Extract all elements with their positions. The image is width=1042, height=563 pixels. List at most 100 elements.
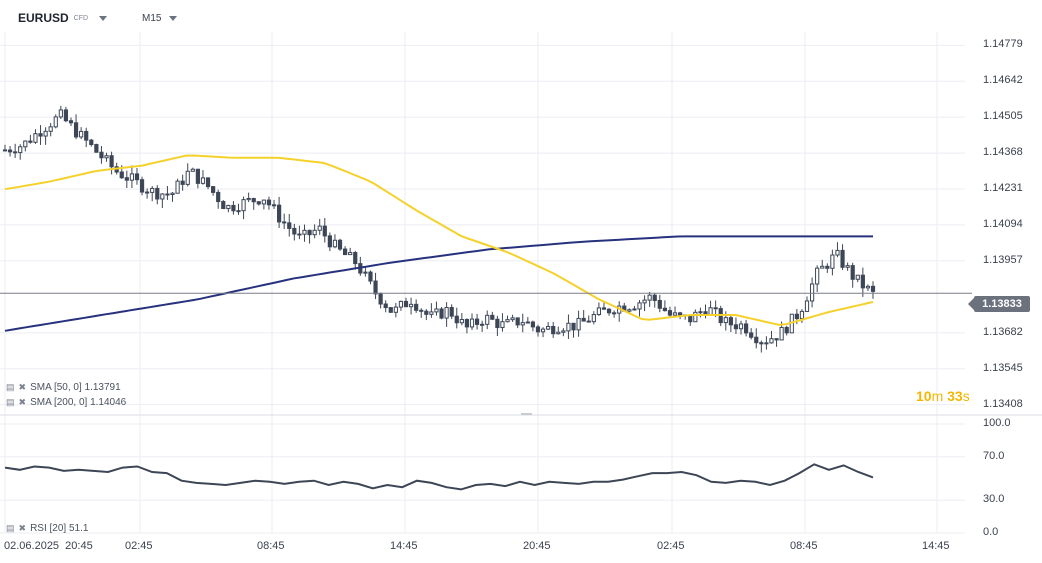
candle-down [728,317,733,326]
candle-up [576,317,581,331]
candle-up [348,252,353,256]
candle-up [809,283,815,302]
candle-down [271,204,277,207]
sma50-line [4,154,874,326]
candle-up [647,294,652,301]
candle-down [282,221,287,224]
candle-down [733,324,739,330]
candle-down [287,222,292,229]
candle-down [277,204,282,223]
countdown-minutes-unit: m [931,388,944,404]
price-tick-label: 1.14094 [983,217,1023,230]
time-tick-label: 14:45 [922,540,950,552]
candle-up [485,314,490,325]
candle-up [820,265,825,269]
candle-up [200,177,206,184]
candle-down [870,285,876,292]
candle-down [652,294,657,301]
candle-down [99,151,104,159]
chevron-down-icon [99,15,108,21]
candle-down [38,133,43,137]
time-tick-label: 02:45 [125,540,153,552]
countdown-seconds: 33 [947,388,963,404]
settings-icon[interactable]: ▤ [6,382,15,392]
candle-down [474,318,480,325]
candle-up [830,254,835,269]
candle-up [637,302,642,310]
time-tick-label: 08:45 [790,540,818,552]
candle-down [251,197,256,203]
candle-up [480,323,485,326]
candle-up [769,338,774,344]
candle-down [581,317,586,322]
candle-down [667,310,673,316]
candle-down [353,252,358,265]
candle-down [211,186,216,193]
pane-resize-handle[interactable] [521,413,532,415]
candle-down [63,109,69,122]
candle-down [94,144,99,153]
candle-up [241,199,246,212]
candle-down [612,312,617,315]
candle-down [216,191,221,203]
candle-down [419,309,424,312]
candle-down [180,180,185,185]
candle-up [708,307,713,315]
candle-down [231,204,236,212]
candle-up [226,204,231,210]
chevron-down-icon [169,16,178,21]
candle-down [256,201,261,205]
candle-up [175,180,180,194]
candle-up [398,300,404,308]
candle-down [530,321,536,328]
candle-down [754,336,759,344]
candle-down [165,193,170,196]
settings-icon[interactable]: ▤ [6,397,15,407]
candle-up [845,265,850,268]
candle-down [784,326,789,334]
candle-up [104,155,109,159]
candle-up [312,229,317,236]
candle-up [525,321,530,324]
candle-down [109,155,114,168]
rsi-tick-label: 70.0 [983,449,1005,462]
time-tick-label: 14:45 [390,540,418,552]
candle-down [307,229,312,236]
candle-down [403,300,409,308]
candle-down [678,312,683,316]
sma200-legend[interactable]: ▤ ✖ SMA [200, 0] 1.14046 [6,397,126,408]
candle-down [119,171,124,179]
candle-down [495,318,500,329]
candle-down [586,320,591,323]
candle-down [759,342,764,345]
sma200-line [4,235,873,332]
close-icon[interactable]: ✖ [18,523,27,533]
candle-up [815,267,820,285]
close-icon[interactable]: ✖ [18,397,27,407]
close-icon[interactable]: ✖ [18,382,27,392]
countdown-seconds-unit: s [962,388,970,404]
candle-up [393,306,398,313]
candle-up [246,197,251,201]
candle-countdown: 10m 33s [916,388,970,404]
price-tick-label: 1.13682 [983,325,1023,338]
rsi-legend[interactable]: ▤ ✖ RSI [20] 51.1 [6,523,88,534]
candle-down [601,307,607,310]
candle-up [561,330,566,333]
candle-down [139,179,145,193]
candle-up [566,322,571,332]
candle-up [693,311,698,323]
candle-down [743,323,749,334]
settings-icon[interactable]: ▤ [6,523,15,533]
timeframe-label: M15 [142,13,162,24]
price-tick-label: 1.13545 [983,361,1023,374]
sma50-label: SMA [50, 0] 1.13791 [30,382,121,393]
timeframe-selector[interactable]: M15 [142,13,178,24]
candle-up [632,308,637,311]
countdown-minutes: 10 [916,388,932,404]
candle-up [627,309,632,312]
symbol-selector[interactable]: EURUSD CFD [18,11,108,25]
sma50-legend[interactable]: ▤ ✖ SMA [50, 0] 1.13791 [6,382,121,393]
